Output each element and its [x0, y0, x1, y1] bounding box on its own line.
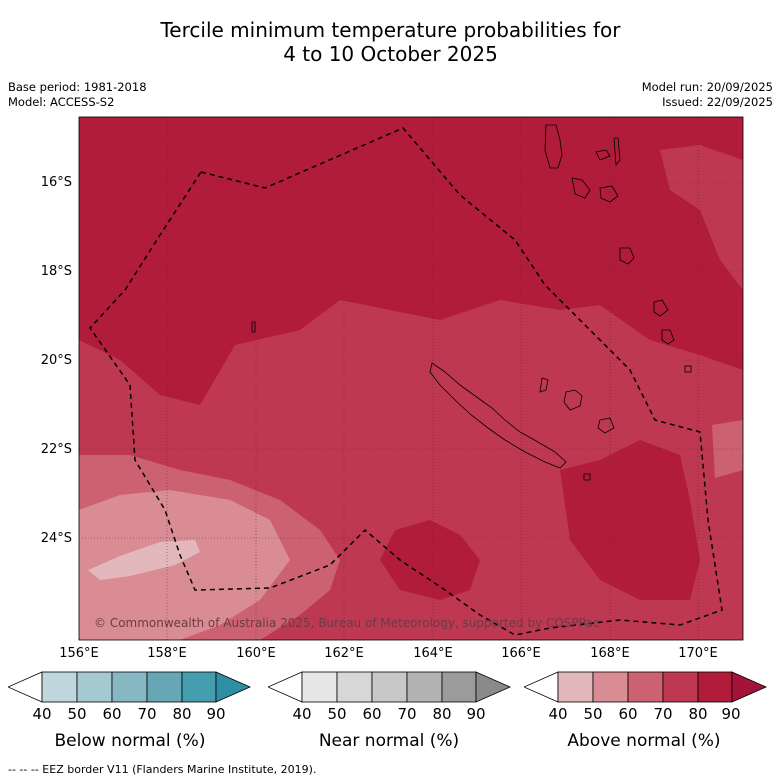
colorbar-near-swatch-under-40 [268, 671, 303, 703]
vanuatu-malekula [571, 177, 591, 199]
coastlines [251, 124, 692, 481]
colorbar-near-swatch-80-90 [441, 671, 477, 703]
small-island-2 [251, 321, 256, 333]
base-period: Base period: 1981-2018 [8, 80, 147, 94]
lat-label-18s: 18°S [40, 264, 72, 279]
vanuatu-pentecost [613, 137, 621, 167]
above-tick-90: 90 [721, 705, 741, 723]
colorbar-above-swatch-under-40 [524, 671, 559, 703]
lon-label-168e: 168°E [590, 646, 630, 661]
colorbar-below-swatch-over-90 [215, 671, 251, 703]
small-island-4 [684, 365, 692, 373]
region-above-80-90-east [560, 440, 700, 600]
loyalty-island-lifou [563, 389, 583, 411]
model-name: Model: ACCESS-S2 [8, 95, 115, 109]
vanuatu-aneityum [661, 329, 675, 345]
colorbar-near-swatch-over-90 [475, 671, 511, 703]
chart-title: Tercile minimum temperature probabilitie… [0, 18, 781, 66]
colorbar-below-normal [8, 671, 251, 703]
issued-date: Issued: 22/09/2025 [662, 95, 773, 109]
model-run: Model run: 20/09/2025 [641, 80, 773, 94]
colorbar-near-swatch-60-70 [371, 671, 408, 703]
colorbar-above-swatch-70-80 [662, 671, 699, 703]
colorbar-below-swatch-50-60 [76, 671, 113, 703]
region-above-80-90-inner [380, 520, 480, 600]
vanuatu-tanna [653, 299, 669, 317]
lat-label-16s: 16°S [40, 175, 72, 190]
map-copyright: © Commonwealth of Australia 2025, Bureau… [94, 616, 599, 630]
below-tick-80: 80 [172, 705, 192, 723]
map-frame [78, 116, 744, 641]
colorbar-below-swatch-40-50 [41, 671, 78, 703]
colorbar-near-title: Near normal (%) [318, 731, 460, 751]
near-tick-90: 90 [466, 705, 486, 723]
below-tick-40: 40 [32, 705, 52, 723]
region-above-70-80-ne [660, 145, 743, 290]
colorbar-above-swatch-60-70 [627, 671, 664, 703]
above-tick-50: 50 [583, 705, 603, 723]
eez-legend-note: -- -- -- EEZ border V11 (Flanders Marine… [8, 763, 317, 776]
near-tick-50: 50 [327, 705, 347, 723]
above-tick-60: 60 [618, 705, 638, 723]
near-tick-60: 60 [362, 705, 382, 723]
colorbar-above-swatch-40-50 [557, 671, 594, 703]
below-tick-50: 50 [67, 705, 87, 723]
colorbar-below-swatch-60-70 [111, 671, 148, 703]
eez-border [89, 127, 723, 636]
colorbar-above-swatch-80-90 [697, 671, 733, 703]
colorbar-above-swatch-over-90 [731, 671, 767, 703]
below-tick-60: 60 [102, 705, 122, 723]
lat-label-22s: 22°S [40, 442, 72, 457]
small-island-3 [583, 473, 591, 481]
near-tick-80: 80 [432, 705, 452, 723]
lat-label-24s: 24°S [40, 531, 72, 546]
vanuatu-efate [599, 185, 619, 203]
colorbar-below-swatch-under-40 [8, 671, 43, 703]
colorbar-below-title: Below normal (%) [54, 731, 206, 751]
above-tick-40: 40 [548, 705, 568, 723]
above-tick-70: 70 [653, 705, 673, 723]
colorbar-above-normal [524, 671, 767, 703]
loyalty-island-mare [597, 417, 615, 434]
probability-field: © Commonwealth of Australia 2025, Bureau… [79, 117, 743, 640]
region-above-40-50 [88, 540, 200, 580]
near-tick-40: 40 [292, 705, 312, 723]
colorbar-near-normal [268, 671, 511, 703]
colorbar-below-swatch-70-80 [146, 671, 183, 703]
title-line-2: 4 to 10 October 2025 [283, 42, 498, 66]
small-island-1 [595, 149, 611, 161]
lon-label-170e: 170°E [678, 646, 718, 661]
colorbar-below-swatch-80-90 [181, 671, 217, 703]
vanuatu-espiritu-santo [544, 124, 563, 169]
lon-label-156e: 156°E [59, 646, 99, 661]
colorbar-near-swatch-50-60 [336, 671, 373, 703]
near-tick-70: 70 [397, 705, 417, 723]
lon-label-160e: 160°E [236, 646, 276, 661]
grid-lines [79, 117, 743, 640]
title-line-1: Tercile minimum temperature probabilitie… [160, 18, 621, 42]
meta-left: Base period: 1981-2018 Model: ACCESS-S2 [8, 80, 147, 110]
below-tick-70: 70 [137, 705, 157, 723]
colorbar-near-swatch-40-50 [301, 671, 338, 703]
lon-label-164e: 164°E [413, 646, 453, 661]
new-caledonia-coast [429, 362, 567, 469]
below-tick-90: 90 [206, 705, 226, 723]
colorbar-above-title: Above normal (%) [567, 731, 721, 751]
above-tick-80: 80 [688, 705, 708, 723]
loyalty-island-ouvea [539, 377, 549, 393]
meta-right: Model run: 20/09/2025 Issued: 22/09/2025 [642, 80, 773, 110]
lon-label-158e: 158°E [147, 646, 187, 661]
lon-label-166e: 166°E [501, 646, 541, 661]
colorbar-near-swatch-70-80 [406, 671, 443, 703]
vanuatu-erromango [619, 247, 635, 265]
lon-label-162e: 162°E [324, 646, 364, 661]
colorbar-above-swatch-50-60 [592, 671, 629, 703]
lat-label-20s: 20°S [40, 353, 72, 368]
